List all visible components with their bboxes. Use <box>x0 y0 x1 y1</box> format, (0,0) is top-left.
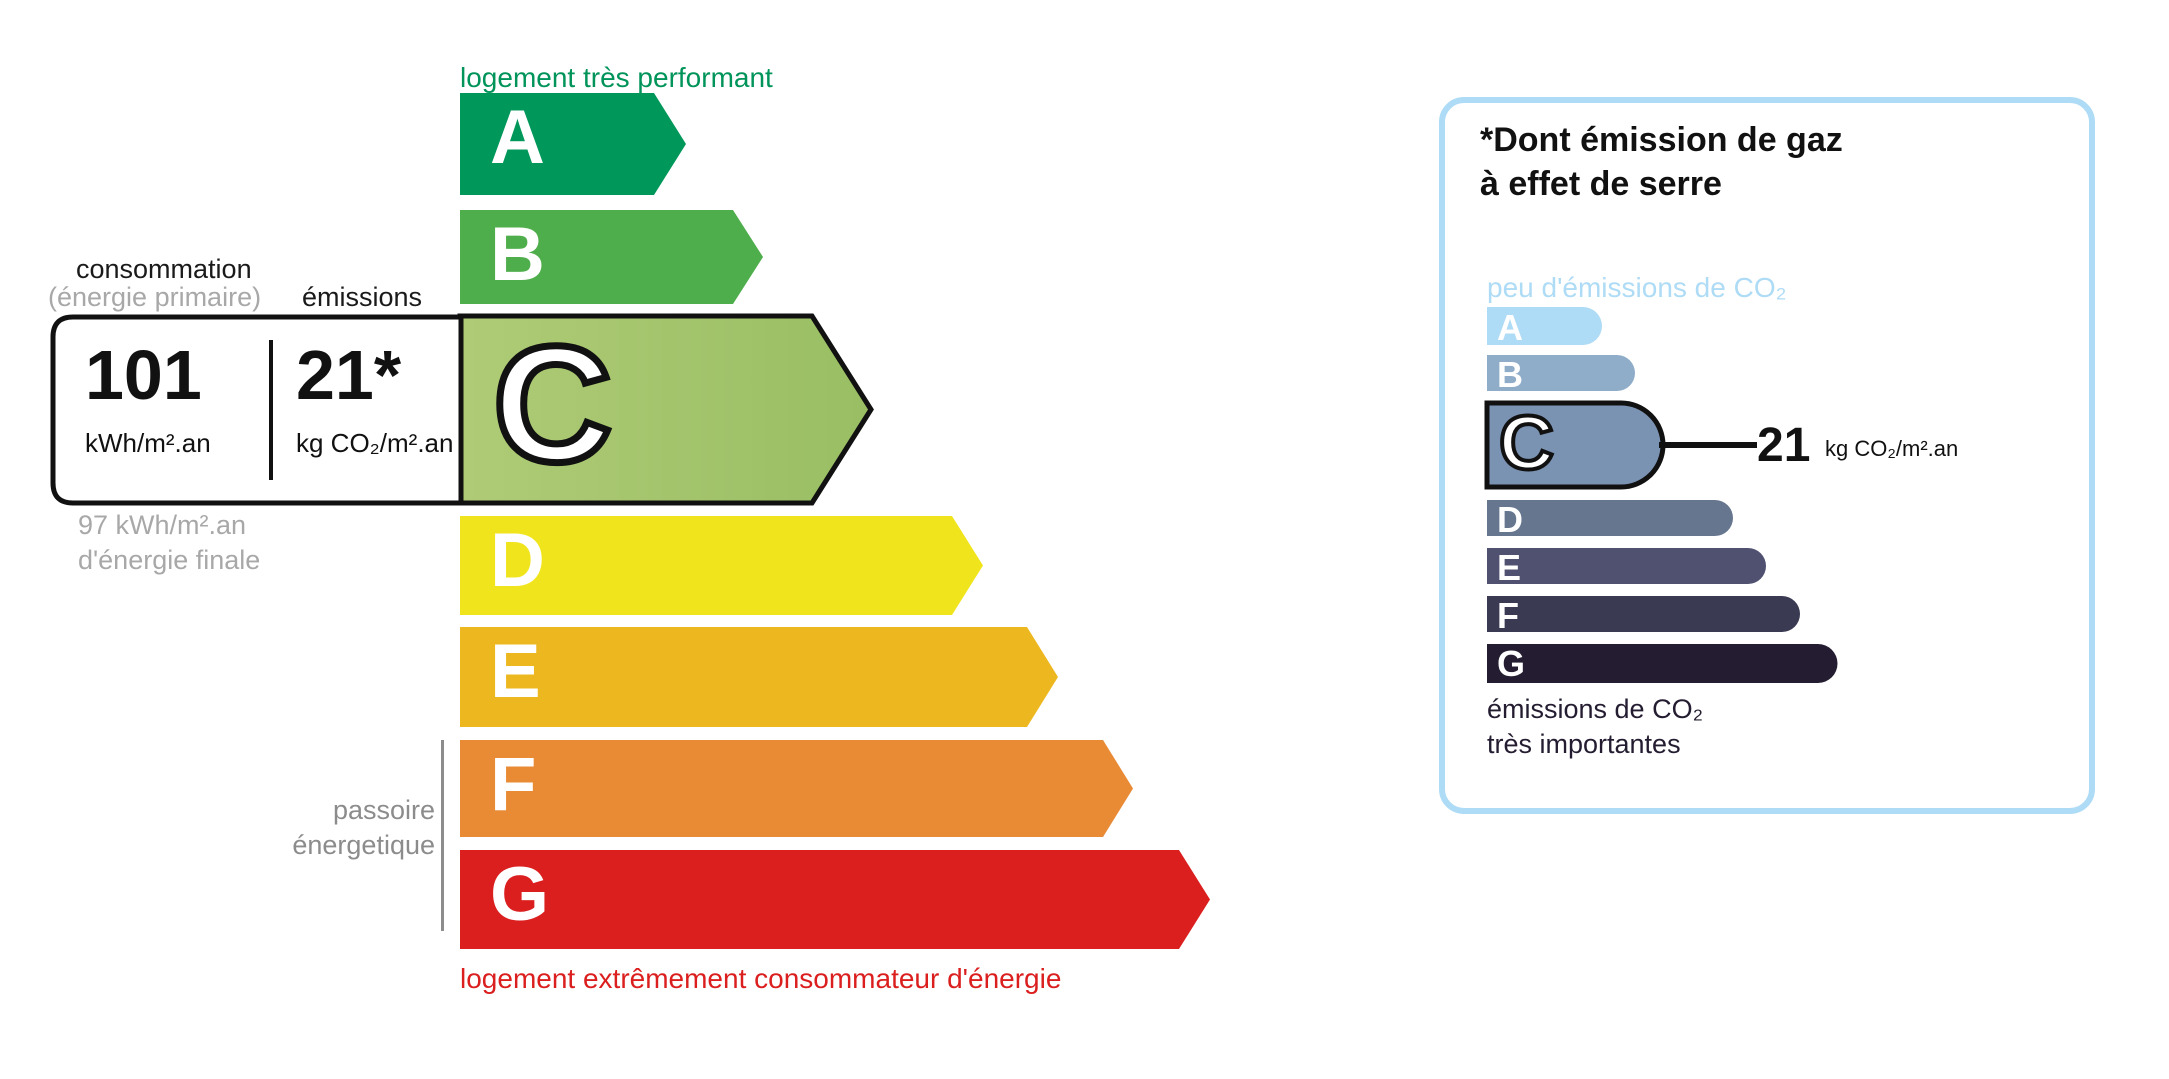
svg-text:C: C <box>1499 403 1554 486</box>
